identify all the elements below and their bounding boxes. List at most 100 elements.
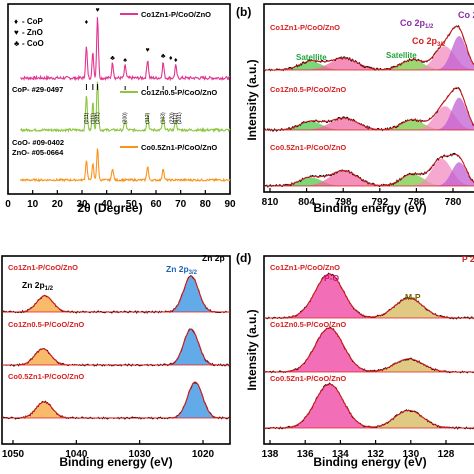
peak-symbol: ♥ bbox=[95, 7, 99, 14]
ref-coo: CoO- #09-0402 bbox=[12, 138, 64, 147]
panel-a-traces bbox=[19, 17, 231, 183]
xrd-trace-1 bbox=[20, 81, 231, 133]
xps-raw-data bbox=[264, 326, 474, 374]
panel-a-tick-label: 0 bbox=[5, 199, 11, 210]
peak-symbol: ♦ bbox=[169, 55, 173, 62]
legend-coo-symbol: ♣ bbox=[14, 39, 20, 48]
legend-zno-label: - ZnO bbox=[22, 28, 43, 37]
panel-a-peak-markers: ♦♥♣ ♠♥♣ ♦ ♦ bbox=[85, 7, 178, 90]
panel-a-frame bbox=[7, 3, 231, 195]
component-peak-fill bbox=[264, 274, 474, 318]
panel-c-tick-label: 1050 bbox=[2, 449, 25, 460]
component-peak-fill bbox=[264, 36, 474, 70]
xps-fit-envelope bbox=[265, 383, 474, 429]
panel-b-traces bbox=[263, 24, 474, 188]
panel-c-label-co05zn1: Co0.5Zn1-P/CoO/ZnO bbox=[8, 372, 84, 381]
legend-cop-symbol: ♦ bbox=[14, 17, 18, 26]
component-peak-fill bbox=[264, 97, 474, 130]
panel-a-xlabel: 2θ (Degree) bbox=[77, 201, 142, 215]
hkl-label: (103) bbox=[161, 112, 167, 124]
xps-raw-data bbox=[264, 382, 474, 430]
panel-c-traces bbox=[2, 275, 231, 420]
panel-d-ylabel: Intensity (a.u.) bbox=[245, 309, 259, 390]
panel-b-co2p12: Co 2p1/2 bbox=[400, 18, 434, 30]
hkl-label: (200) bbox=[123, 112, 129, 124]
xps-fit-envelope bbox=[265, 273, 474, 319]
panel-a-x-ticks: 0 10 20 30 40 50 60 70 80 90 bbox=[5, 190, 236, 210]
panel-c-zn2p-title: Zn 2p bbox=[202, 253, 225, 263]
panel-d-p2p: (d) 138 136 134 132 130 128 Co1Zn1-P/CoO/ZnO … bbox=[236, 251, 474, 469]
panel-c-x-ticks: 1050 1040 1030 1020 bbox=[2, 440, 215, 460]
panel-b-xlabel: Binding energy (eV) bbox=[313, 201, 426, 215]
panel-d-mp-label: M-P bbox=[405, 292, 421, 302]
panel-c-tick-label: 1040 bbox=[65, 449, 88, 460]
legend-label-co1zn05: Co1Zn0.5-P/CoO/ZnO bbox=[141, 88, 217, 97]
peak-symbol: ♥ bbox=[146, 47, 150, 54]
panel-d-p2p-title: P 2 bbox=[462, 254, 474, 264]
panel-a-tick-label: 20 bbox=[52, 199, 64, 210]
legend-cop-label: - CoP bbox=[22, 17, 44, 26]
hkl-label: (112) bbox=[173, 112, 179, 124]
component-peak-fill bbox=[264, 328, 474, 372]
panel-b-frame bbox=[263, 3, 474, 193]
xps-fit-envelope bbox=[264, 153, 474, 187]
panel-d-label-co05zn1: Co0.5Zn1-P/CoO/ZnO bbox=[270, 374, 346, 383]
component-peak-fill bbox=[264, 59, 474, 70]
panel-a-tick-label: 90 bbox=[224, 199, 236, 210]
panel-d-x-ticks: 138 136 134 132 130 128 bbox=[262, 440, 455, 460]
component-peak-fill bbox=[264, 61, 474, 70]
component-peak-fill bbox=[264, 410, 474, 428]
panel-b-tick-label: 804 bbox=[298, 197, 315, 208]
panel-c-frame bbox=[1, 255, 231, 445]
panel-c-label-co1zn1: Co1Zn1-P/CoO/ZnO bbox=[8, 263, 78, 272]
panel-d-tick-label: 130 bbox=[402, 449, 419, 460]
panel-b-label-co1zn1: Co1Zn1-P/CoO/ZnO bbox=[270, 23, 340, 32]
hkl-label: (011) bbox=[84, 112, 90, 124]
component-peak-fill bbox=[264, 384, 474, 428]
panel-a-symbol-legend: ♦ - CoP ♥ - ZnO ♣ - CoO bbox=[14, 17, 44, 48]
component-peak-fill bbox=[2, 329, 230, 365]
panel-a-xrd: ♦♥♣ ♠♥♣ ♦ ♦ 0 10 20 30 40 50 60 70 80 90 ♦ - CoP ♥ -… bbox=[5, 3, 236, 215]
component-peak-fill bbox=[264, 358, 474, 372]
component-peak-fill bbox=[2, 401, 230, 418]
component-peak-fill bbox=[2, 348, 230, 365]
panel-d-tick-label: 132 bbox=[367, 449, 384, 460]
peak-symbol: ♦ bbox=[85, 19, 89, 26]
panel-b-ylabel: Intensity (a.u.) bbox=[245, 59, 259, 140]
peak-symbol: ♠ bbox=[123, 57, 127, 64]
panel-a-tick-label: 50 bbox=[126, 199, 138, 210]
panel-a-tick-label: 60 bbox=[150, 199, 162, 210]
panel-a-tick-label: 80 bbox=[200, 199, 212, 210]
panel-b-label-co1zn05: Co1Zn0.5-P/CoO/ZnO bbox=[270, 85, 346, 94]
panel-d-tick-label: 134 bbox=[332, 449, 349, 460]
panel-c-tick-label: 1020 bbox=[192, 449, 215, 460]
legend-label-co05zn1: Co0.5Zn1-P/CoO/ZnO bbox=[141, 143, 217, 152]
peak-symbol: ♣ bbox=[161, 53, 166, 60]
panel-d-xlabel: Binding energy (eV) bbox=[313, 455, 426, 469]
panel-d-tick-label: 128 bbox=[438, 449, 455, 460]
panel-d-tick-label: 136 bbox=[297, 449, 314, 460]
panel-b-tick-label: 792 bbox=[371, 197, 388, 208]
legend-label-co1zn1: Co1Zn1-P/CoO/ZnO bbox=[141, 10, 211, 19]
panel-c-label-co1zn05: Co1Zn0.5-P/CoO/ZnO bbox=[8, 320, 84, 329]
component-peak-fill bbox=[264, 162, 474, 186]
panel-b-tick-label: 798 bbox=[335, 197, 352, 208]
panel-b-satellite-1: Satellite bbox=[296, 53, 327, 62]
panel-b-tick-label: 810 bbox=[262, 197, 279, 208]
panel-c-zn2p12: Zn 2p1/2 bbox=[22, 280, 54, 292]
ref-cop: CoP- #29-0497 bbox=[12, 85, 63, 94]
peak-symbol: ♣ bbox=[110, 55, 115, 62]
panel-d-frame bbox=[263, 255, 474, 445]
panel-b-co2p: (b) 810 804 798 792 786 780 Co1Zn1-P/CoO/ZnO … bbox=[236, 3, 474, 215]
component-peak-fill bbox=[264, 298, 474, 318]
panel-d-traces bbox=[264, 272, 474, 430]
hkl-label: (201) bbox=[177, 112, 183, 124]
component-peak-fill bbox=[2, 276, 230, 312]
hkl-label: (112) bbox=[145, 112, 151, 124]
panel-b-x-ticks: 810 804 798 792 786 780 bbox=[262, 188, 462, 208]
panel-d-tick-label: 138 bbox=[262, 449, 279, 460]
panel-b-tick-label: 780 bbox=[445, 197, 462, 208]
xps-fit-envelope bbox=[265, 327, 474, 373]
ref-zno: ZnO- #05-0664 bbox=[12, 148, 64, 157]
